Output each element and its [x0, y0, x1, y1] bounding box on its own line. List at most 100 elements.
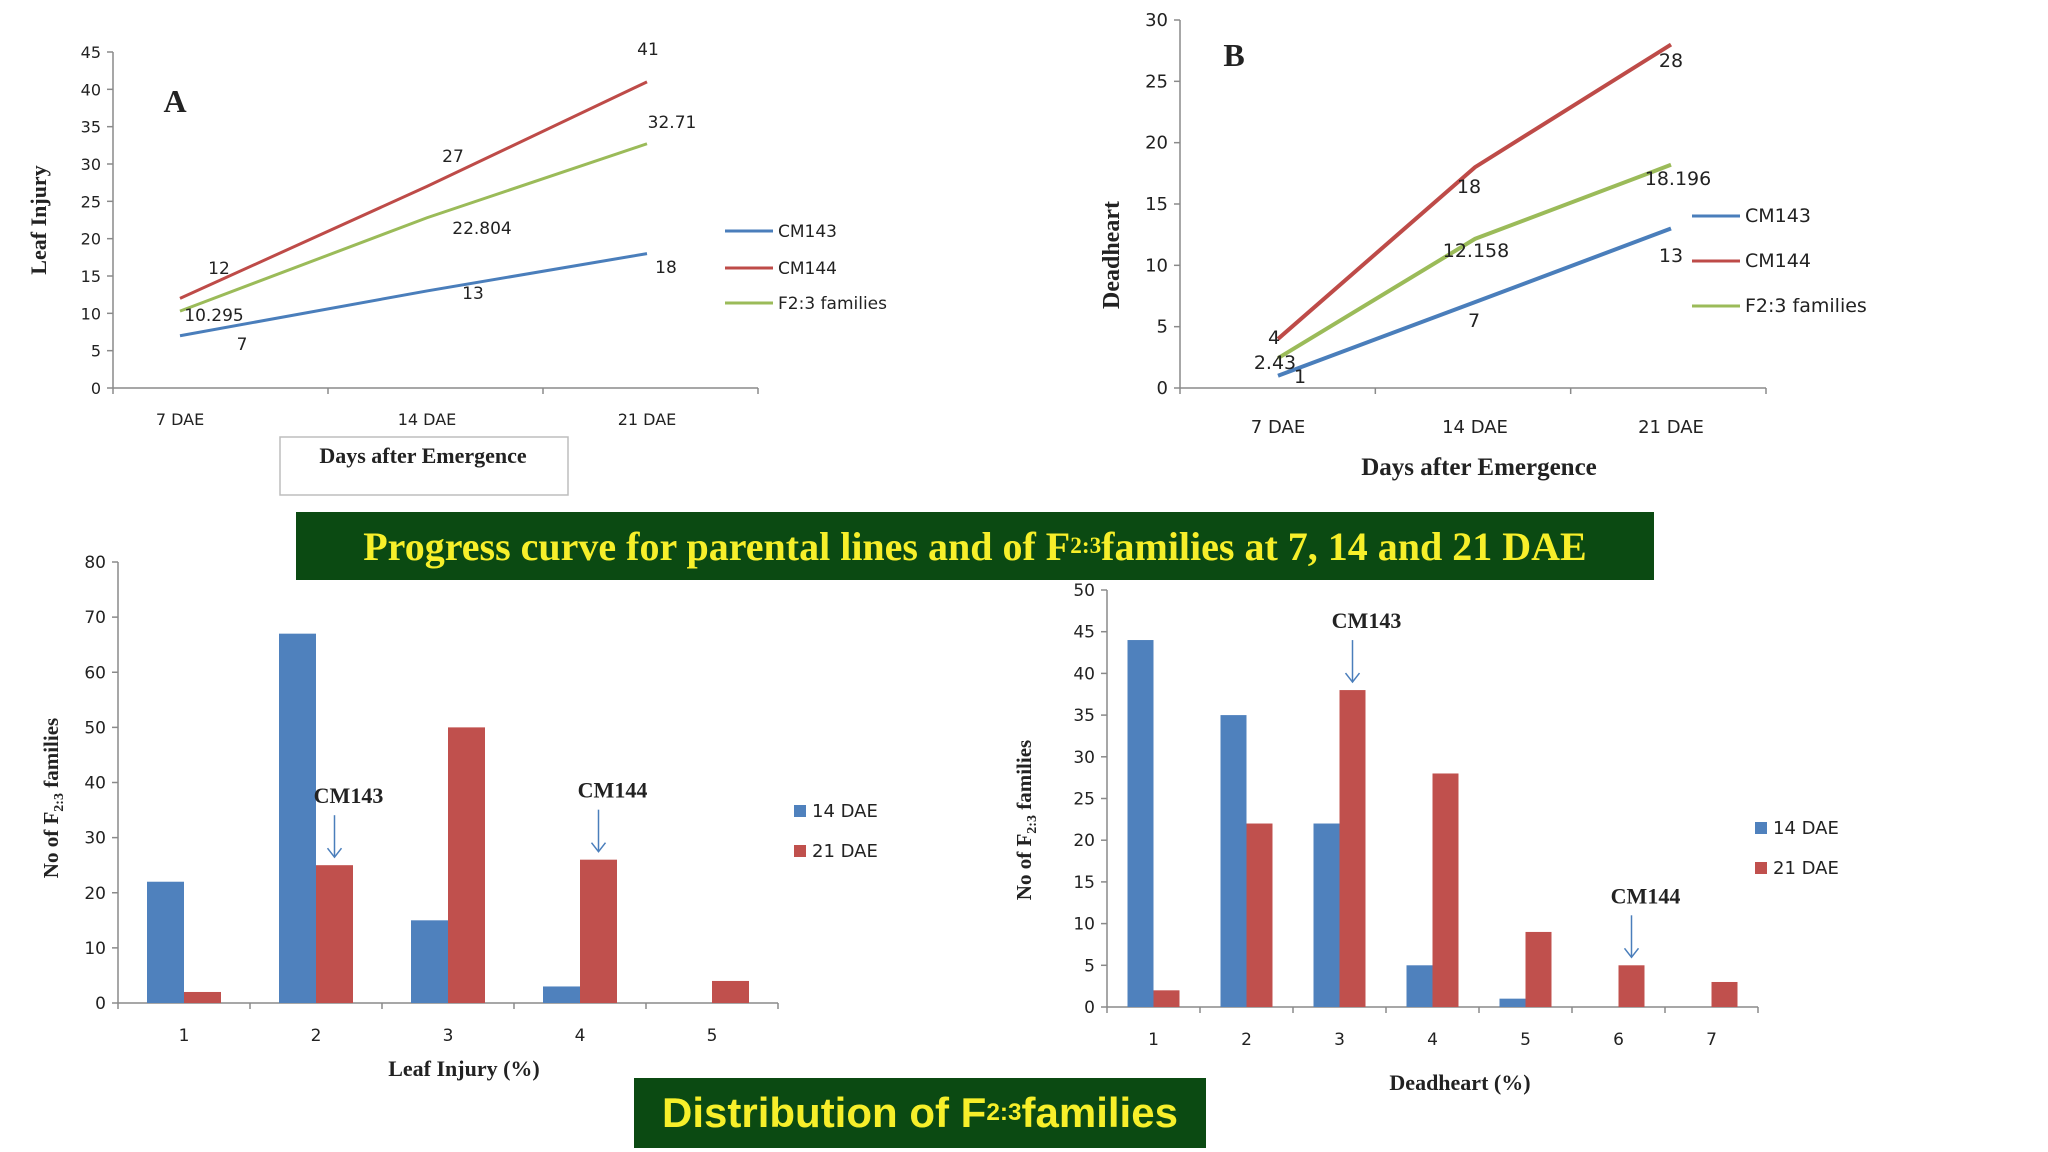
bar-14-dae — [1127, 640, 1154, 1007]
bar-14-dae — [543, 986, 580, 1003]
data-label: 1 — [1294, 366, 1306, 388]
legend-label: 14 DAE — [1773, 818, 1839, 839]
x-tick-label: 7 DAE — [156, 410, 204, 429]
y-tick-label: 50 — [1073, 581, 1095, 601]
bar-21-dae — [1339, 690, 1366, 1007]
series-line-f2-3-families — [1276, 162, 1672, 360]
data-label: 13 — [1659, 245, 1683, 267]
data-label: 41 — [637, 40, 659, 60]
y-tick-label: 15 — [81, 267, 101, 286]
legend-label: CM144 — [1745, 250, 1811, 272]
legend-label: 21 DAE — [1773, 858, 1839, 879]
data-label: 22.804 — [452, 219, 511, 239]
y-tick-label: 5 — [1157, 317, 1168, 338]
x-tick-label: 21 DAE — [1638, 417, 1704, 438]
data-label: 7 — [1468, 310, 1480, 332]
bar-14-dae — [279, 633, 316, 1003]
banner-bottom-text-end: families — [1021, 1089, 1178, 1136]
legend-swatch — [1755, 862, 1767, 874]
bar-14-dae — [1499, 998, 1526, 1007]
data-label: 27 — [442, 147, 464, 167]
y-tick-label: 30 — [81, 155, 101, 174]
bar-21-dae — [1618, 965, 1645, 1007]
bar-21-dae — [712, 980, 749, 1003]
y-tick-label: 40 — [81, 80, 101, 99]
y-tick-label: 45 — [1073, 623, 1095, 643]
data-label: 18.196 — [1645, 168, 1711, 190]
data-label: 13 — [462, 284, 484, 304]
panel-label: A — [163, 83, 186, 119]
annotation-arrowhead — [326, 847, 343, 859]
x-axis-title: Deadheart (%) — [1389, 1070, 1530, 1095]
y-tick-label: 70 — [84, 608, 106, 628]
data-label: 12.158 — [1443, 240, 1509, 262]
annotation-arrowhead — [1344, 672, 1361, 684]
data-label: 2.43 — [1254, 352, 1296, 374]
progress-curve-banner: Progress curve for parental lines and of… — [296, 512, 1654, 580]
data-label: 4 — [1268, 327, 1280, 349]
banner-bottom-text: Distribution of F — [662, 1089, 987, 1136]
series-line-cm143 — [1277, 226, 1672, 378]
legend-label: F2:3 families — [1745, 295, 1867, 317]
x-tick-label: 2 — [1241, 1030, 1252, 1050]
y-tick-label: 30 — [1073, 748, 1095, 768]
x-tick-label: 3 — [1334, 1030, 1345, 1050]
legend-label: F2:3 families — [778, 294, 887, 314]
data-label: 7 — [237, 335, 248, 355]
x-axis-title: Days after Emergence — [1361, 454, 1597, 481]
x-tick-label: 7 DAE — [1251, 417, 1305, 438]
y-tick-label: 5 — [91, 342, 101, 361]
y-tick-label: 15 — [1145, 194, 1168, 215]
x-tick-label: 6 — [1613, 1030, 1624, 1050]
y-tick-label: 5 — [1084, 956, 1095, 976]
banner-top-subscript: 2:3 — [1070, 532, 1102, 559]
x-tick-label: 4 — [1427, 1030, 1438, 1050]
series-line-cm144 — [179, 80, 648, 300]
x-axis-title: Days after Emergence — [319, 443, 527, 468]
data-label: 12 — [208, 259, 230, 279]
y-tick-label: 25 — [1073, 790, 1095, 810]
bar-21-dae — [1711, 981, 1738, 1007]
data-label: 10.295 — [184, 306, 243, 326]
y-axis-title: Deadheart — [1099, 201, 1125, 309]
annotation-arrowhead — [590, 842, 607, 853]
y-tick-label: 45 — [81, 43, 101, 62]
legend-label: CM144 — [778, 259, 837, 279]
series-line-cm143 — [179, 252, 648, 338]
x-tick-label: 14 DAE — [398, 410, 457, 429]
y-tick-label: 35 — [81, 118, 101, 137]
y-tick-label: 30 — [84, 829, 106, 849]
x-tick-label: 1 — [179, 1026, 190, 1046]
y-tick-label: 0 — [95, 994, 106, 1014]
y-tick-label: 35 — [1073, 706, 1095, 726]
bar-21-dae — [1432, 773, 1459, 1007]
y-axis-title: No of F2:3 families — [1012, 740, 1040, 900]
bar-21-dae — [1246, 823, 1273, 1007]
y-tick-label: 40 — [1073, 664, 1095, 684]
y-tick-label: 10 — [1145, 255, 1168, 276]
y-tick-label: 20 — [1145, 133, 1168, 154]
y-tick-label: 0 — [91, 379, 101, 398]
annotation-arrowhead — [1623, 947, 1640, 959]
bar-14-dae — [147, 881, 184, 1003]
legend-swatch — [794, 845, 806, 857]
bar-21-dae — [1153, 990, 1180, 1007]
y-tick-label: 80 — [84, 553, 106, 573]
y-tick-label: 30 — [1145, 10, 1168, 31]
panel-label: B — [1223, 37, 1244, 73]
x-tick-label: 3 — [443, 1026, 454, 1046]
y-tick-label: 10 — [1073, 915, 1095, 935]
annotation-label: CM144 — [1611, 883, 1681, 908]
x-tick-label: 2 — [311, 1026, 322, 1046]
y-tick-label: 20 — [1073, 831, 1095, 851]
distribution-banner: Distribution of F 2:3 families — [634, 1078, 1206, 1148]
bar-14-dae — [1220, 715, 1247, 1007]
x-axis-title-box — [279, 436, 569, 496]
x-tick-label: 21 DAE — [618, 410, 677, 429]
legend-swatch — [794, 805, 806, 817]
banner-bottom-subscript: 2:3 — [986, 1099, 1022, 1126]
x-tick-label: 5 — [1520, 1030, 1531, 1050]
series-line-cm144 — [1276, 42, 1673, 341]
y-tick-label: 20 — [81, 230, 101, 249]
bar-14-dae — [1406, 965, 1433, 1007]
